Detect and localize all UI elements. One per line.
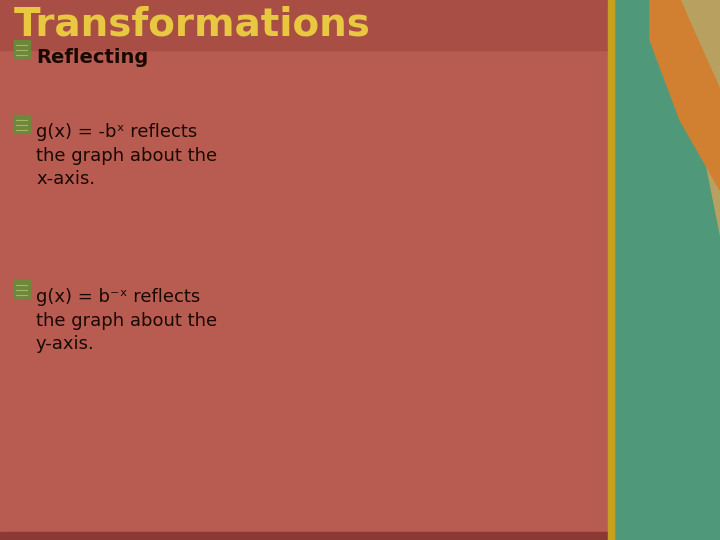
Bar <box>14 40 30 58</box>
Text: Transformations: Transformations <box>14 6 371 44</box>
Text: Reflecting: Reflecting <box>36 48 148 67</box>
Text: $y = 2^x$: $y = 2^x$ <box>449 147 495 167</box>
Bar <box>0 532 720 540</box>
Bar <box>14 115 30 133</box>
Bar <box>0 0 620 50</box>
Text: $y = 2^{-x}$: $y = 2^{-x}$ <box>490 256 540 275</box>
Text: $y = -2^x$: $y = -2^x$ <box>332 397 392 416</box>
Text: g(x) = -bˣ reflects
the graph about the
x-axis.: g(x) = -bˣ reflects the graph about the … <box>36 123 217 188</box>
Text: g(x) = b⁻ˣ reflects
the graph about the
y-axis.: g(x) = b⁻ˣ reflects the graph about the … <box>36 288 217 353</box>
Bar <box>14 280 30 298</box>
Bar <box>0 0 720 10</box>
Polygon shape <box>616 0 720 540</box>
Bar <box>616 0 720 540</box>
Polygon shape <box>650 0 720 190</box>
Bar <box>608 0 616 540</box>
